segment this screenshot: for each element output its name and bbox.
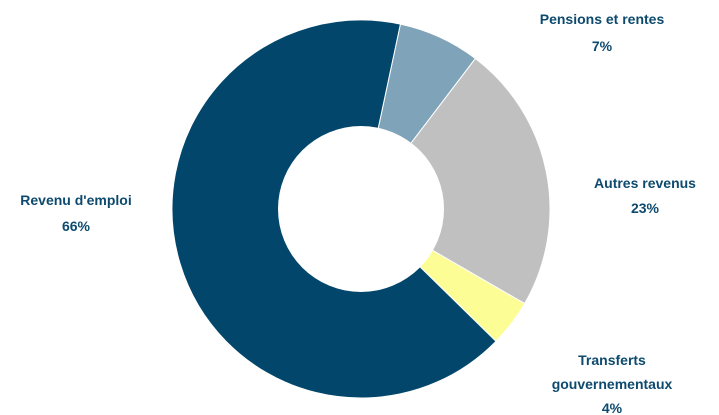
slice-label-name-autres: Autres revenus: [594, 175, 696, 191]
slice-label-value-pensions: 7%: [592, 38, 613, 54]
slice-label-value-transferts: 4%: [602, 400, 623, 415]
slice-label-name-emploi: Revenu d'emploi: [20, 192, 131, 208]
slice-label-name-transferts-line1: Transferts: [578, 352, 646, 368]
label-pensions-et-rentes: Pensions et rentes 7%: [540, 11, 665, 54]
slice-autres-revenus: [360, 57, 551, 305]
slice-label-value-emploi: 66%: [62, 218, 91, 234]
label-autres-revenus: Autres revenus 23%: [594, 175, 696, 216]
donut-hole: [278, 126, 444, 292]
label-revenu-d-emploi: Revenu d'emploi 66%: [20, 192, 131, 234]
label-transferts-gouvernementaux: Transferts gouvernementaux 4%: [552, 352, 673, 415]
slice-label-name-pensions: Pensions et rentes: [540, 11, 665, 27]
slice-label-name-transferts-line2: gouvernementaux: [552, 376, 673, 392]
slice-label-value-autres: 23%: [631, 200, 660, 216]
